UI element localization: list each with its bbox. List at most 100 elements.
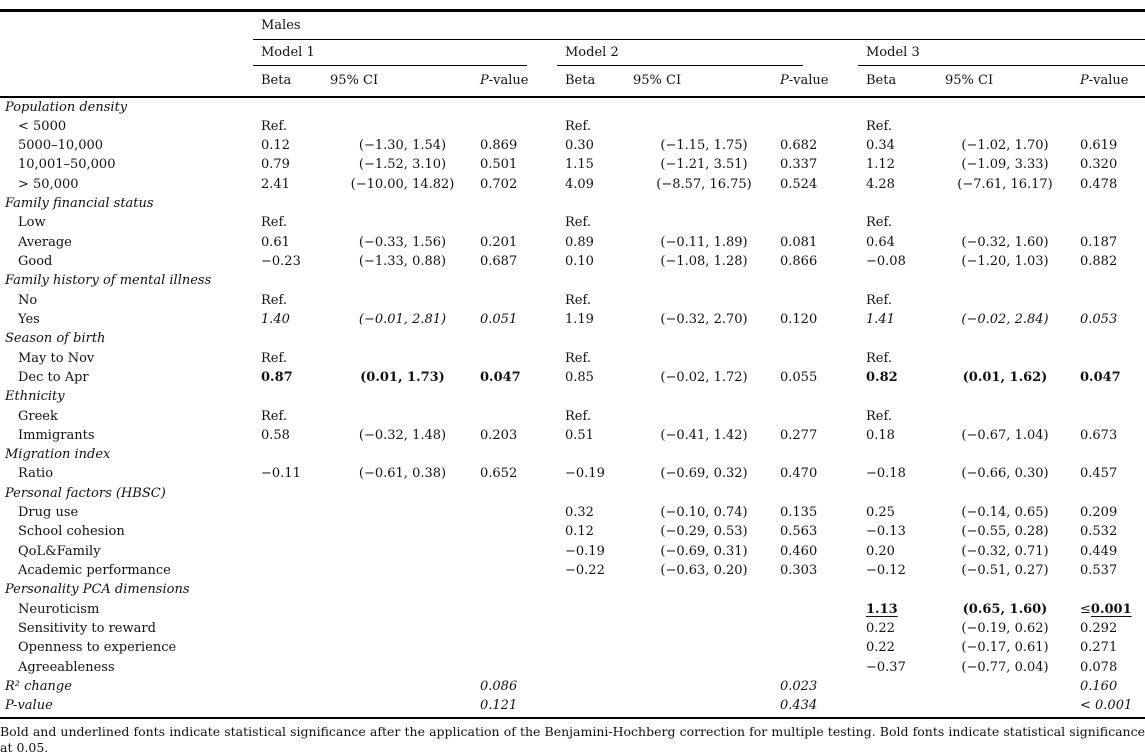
m3-ci-cell: (−0.51, 0.27): [961, 563, 1049, 578]
m2-ci-cell: [633, 580, 775, 599]
m1-beta-cell: [253, 561, 330, 580]
m3-beta-cell: 0.22: [866, 620, 895, 636]
m1-beta-cell: [253, 619, 330, 638]
m2-ci-cell: [633, 291, 775, 310]
m3-beta-cell: −0.12: [866, 563, 906, 578]
m2-ci-cell: (−0.02, 1.72): [660, 369, 748, 385]
m1-beta-cell: [253, 542, 330, 561]
m3-p-cell: ≤0.001: [1080, 601, 1132, 617]
m1-ci-cell: [330, 117, 475, 136]
m1-ci-cell: (−0.61, 0.38): [358, 466, 447, 482]
m3-ci-cell: (−0.14, 0.65): [961, 505, 1049, 521]
row-label: Average: [18, 234, 72, 250]
m1-p-cell: [475, 542, 557, 561]
m1-p-cell: [475, 271, 557, 290]
m2-col-header-p: P -value: [780, 73, 829, 88]
m3-ci-cell: [935, 677, 1075, 696]
m3-beta-cell: [858, 98, 935, 117]
m2-beta-cell: 4.09: [565, 176, 594, 192]
m3-beta-cell: [858, 580, 935, 599]
m3-beta-cell: [858, 194, 935, 213]
row-label: Greek: [18, 408, 58, 424]
row-label: Neuroticism: [18, 601, 100, 617]
m2-beta-cell: 0.89: [565, 234, 594, 250]
row-label: Ratio: [18, 466, 54, 482]
m2-p-cell: 0.277: [780, 427, 818, 443]
m2-beta-cell: [557, 329, 633, 348]
m3-ci-cell: [935, 194, 1075, 213]
m2-p-cell: [775, 638, 858, 657]
m1-p-cell: 0.203: [480, 427, 518, 443]
row-label: Good: [18, 254, 53, 269]
m3-beta-cell: [858, 484, 935, 503]
m3-p-cell: [1075, 349, 1145, 368]
m3-p-cell: 0.047: [1080, 369, 1121, 385]
m2-p-cell: [775, 213, 858, 232]
m1-beta-cell: −0.23: [261, 254, 301, 269]
m2-beta-cell: [557, 194, 633, 213]
m1-ci-cell: [330, 542, 475, 561]
m2-ci-cell: (−0.32, 2.70): [660, 311, 748, 327]
m3-p-cell: 0.619: [1080, 138, 1118, 154]
m2-ci-cell: [633, 387, 775, 406]
m3-ci-cell: (−0.66, 0.30): [961, 466, 1049, 482]
m2-p-cell: 0.055: [780, 369, 818, 385]
m3-p-cell: 0.673: [1080, 427, 1118, 443]
m3-ci-cell: (−0.32, 0.71): [961, 543, 1049, 559]
m3-p-cell: 0.209: [1080, 505, 1118, 521]
m1-ci-cell: [330, 638, 475, 657]
m3-beta-cell: 0.18: [866, 427, 895, 443]
m3-ci-cell: (−0.02, 2.84): [961, 311, 1049, 327]
m1-p-cell: 0.051: [480, 311, 518, 327]
m3-ci-cell: (−0.19, 0.62): [961, 620, 1049, 636]
header-spacer: [0, 66, 253, 96]
m3-ci-cell: (−0.67, 1.04): [961, 427, 1049, 443]
row-label: Personal factors (HBSC): [5, 485, 166, 501]
row-label: May to Nov: [18, 350, 95, 366]
m3-beta-cell: Ref.: [866, 215, 892, 231]
m2-p-cell: 0.524: [780, 176, 818, 192]
m1-beta-cell: [253, 696, 330, 715]
m3-p-cell: 0.160: [1080, 678, 1118, 694]
m1-beta-cell: Ref.: [261, 350, 287, 366]
m1-ci-cell: [330, 445, 475, 464]
m2-p-cell: 0.135: [780, 505, 818, 521]
row-label: QoL&Family: [18, 543, 101, 559]
m3-p-cell: [1075, 329, 1145, 348]
m2-ci-cell: [633, 658, 775, 677]
m1-col-header-beta: Beta: [261, 73, 292, 88]
m2-ci-cell: (−0.41, 1.42): [660, 427, 748, 443]
m2-p-cell: 0.081: [780, 234, 818, 250]
m1-beta-cell: 0.79: [261, 157, 290, 173]
m2-beta-cell: −0.19: [565, 466, 605, 482]
m3-p-cell: [1075, 407, 1145, 426]
m1-p-cell: [475, 329, 557, 348]
model-2-header: Model 2: [557, 40, 803, 66]
m1-col-header-ci: 95% CI: [330, 73, 379, 88]
m1-p-cell: [475, 387, 557, 406]
m3-p-cell: 0.292: [1080, 620, 1118, 636]
m1-beta-cell: [253, 522, 330, 541]
m2-ci-cell: [633, 329, 775, 348]
m2-ci-cell: [633, 271, 775, 290]
m1-p-cell: 0.086: [480, 678, 518, 694]
m2-p-cell: 0.434: [780, 698, 818, 714]
row-label: No: [18, 292, 38, 308]
m1-p-cell: [475, 98, 557, 117]
row-label: Family history of mental illness: [5, 273, 212, 289]
m1-ci-cell: [330, 407, 475, 426]
m2-p-cell: [775, 117, 858, 136]
m2-beta-cell: 1.19: [565, 311, 594, 327]
m1-beta-cell: [253, 445, 330, 464]
m3-beta-cell: [858, 271, 935, 290]
m3-ci-cell: [935, 349, 1075, 368]
m3-ci-cell: (0.01, 1.62): [962, 369, 1048, 385]
m1-p-cell: [475, 349, 557, 368]
m2-beta-cell: [557, 658, 633, 677]
m1-ci-cell: [330, 387, 475, 406]
m1-ci-cell: [330, 600, 475, 619]
m2-ci-cell: (−1.15, 1.75): [660, 138, 748, 154]
m2-ci-cell: (−0.63, 0.20): [660, 563, 748, 578]
row-label: Family financial status: [5, 196, 154, 212]
m3-beta-cell: 4.28: [866, 176, 895, 192]
